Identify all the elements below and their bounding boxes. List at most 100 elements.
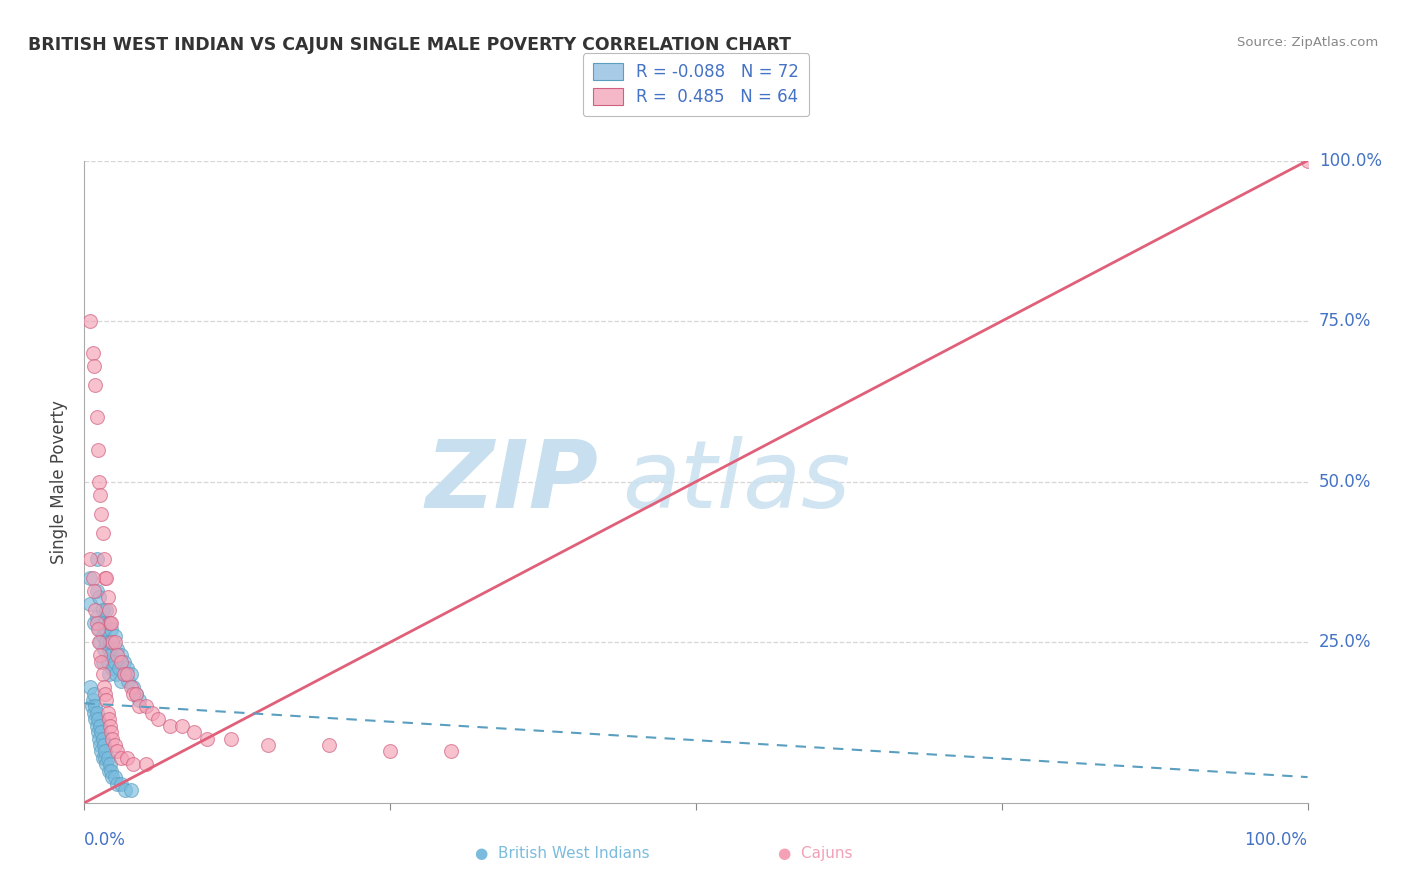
Point <box>79 597 101 611</box>
Point <box>120 783 142 797</box>
Point <box>97 712 120 726</box>
Point <box>219 731 242 746</box>
Point <box>94 571 117 585</box>
Point <box>112 667 135 681</box>
Point <box>82 693 104 707</box>
Text: 0.0%: 0.0% <box>84 830 127 848</box>
Point <box>94 687 117 701</box>
Point <box>117 673 139 688</box>
Legend: R = -0.088   N = 72, R =  0.485   N = 64: R = -0.088 N = 72, R = 0.485 N = 64 <box>583 54 808 116</box>
Point <box>120 680 142 694</box>
Point <box>90 725 112 739</box>
Point <box>101 770 124 784</box>
Point <box>90 507 112 521</box>
Point <box>380 744 402 758</box>
Point <box>110 776 132 790</box>
Point <box>83 359 105 373</box>
Text: 75.0%: 75.0% <box>1319 312 1371 330</box>
Point <box>115 661 138 675</box>
Point <box>79 551 101 566</box>
Point <box>100 725 122 739</box>
Point <box>141 706 163 720</box>
Point <box>97 751 120 765</box>
Point <box>122 757 145 772</box>
Point <box>183 725 205 739</box>
Text: 50.0%: 50.0% <box>1319 473 1371 491</box>
Point <box>1296 153 1319 168</box>
Point <box>79 314 101 328</box>
Point <box>98 757 121 772</box>
Point <box>86 609 108 624</box>
Point <box>101 635 124 649</box>
Point <box>100 623 122 637</box>
Point <box>105 648 128 662</box>
Point <box>128 699 150 714</box>
Point <box>93 680 115 694</box>
Text: 100.0%: 100.0% <box>1244 830 1308 848</box>
Point <box>87 623 110 637</box>
Y-axis label: Single Male Poverty: Single Male Poverty <box>51 400 69 564</box>
Point <box>114 667 136 681</box>
Point <box>440 744 463 758</box>
Text: BRITISH WEST INDIAN VS CAJUN SINGLE MALE POVERTY CORRELATION CHART: BRITISH WEST INDIAN VS CAJUN SINGLE MALE… <box>28 36 792 54</box>
Point <box>93 551 115 566</box>
Point <box>93 738 115 752</box>
Point <box>94 623 117 637</box>
Point <box>110 751 132 765</box>
Point <box>97 591 120 605</box>
Point <box>82 571 104 585</box>
Text: ZIP: ZIP <box>425 435 598 528</box>
Point <box>96 757 118 772</box>
Point <box>97 655 120 669</box>
Point <box>97 706 120 720</box>
Point <box>87 475 110 489</box>
Point <box>110 673 132 688</box>
Point <box>105 744 128 758</box>
Point <box>122 687 145 701</box>
Point <box>98 719 121 733</box>
Point <box>87 635 110 649</box>
Point <box>128 693 150 707</box>
Point <box>84 378 107 392</box>
Text: ●  British West Indians: ● British West Indians <box>475 846 650 861</box>
Point <box>122 680 145 694</box>
Point <box>104 655 127 669</box>
Point <box>159 719 181 733</box>
Point <box>112 655 135 669</box>
Text: 25.0%: 25.0% <box>1319 633 1371 651</box>
Point <box>97 603 120 617</box>
Point <box>96 603 118 617</box>
Point <box>84 603 107 617</box>
Point <box>104 770 127 784</box>
Point <box>120 667 142 681</box>
Point <box>84 699 107 714</box>
Point <box>86 719 108 733</box>
Point <box>97 667 120 681</box>
Point <box>107 661 129 675</box>
Point <box>115 751 138 765</box>
Point <box>89 648 111 662</box>
Point <box>86 615 108 630</box>
Point <box>93 615 115 630</box>
Point <box>97 764 120 778</box>
Point <box>91 603 114 617</box>
Text: atlas: atlas <box>623 436 851 527</box>
Point <box>114 783 136 797</box>
Text: 100.0%: 100.0% <box>1319 152 1382 169</box>
Point <box>90 655 112 669</box>
Point <box>89 738 111 752</box>
Point <box>91 751 114 765</box>
Point <box>79 680 101 694</box>
Point <box>105 641 128 656</box>
Point <box>87 591 110 605</box>
Point <box>97 615 120 630</box>
Point <box>100 615 122 630</box>
Point <box>125 687 148 701</box>
Point <box>87 725 110 739</box>
Point <box>96 693 118 707</box>
Point <box>115 667 138 681</box>
Point <box>90 744 112 758</box>
Point <box>94 744 117 758</box>
Point <box>110 655 132 669</box>
Point <box>257 738 280 752</box>
